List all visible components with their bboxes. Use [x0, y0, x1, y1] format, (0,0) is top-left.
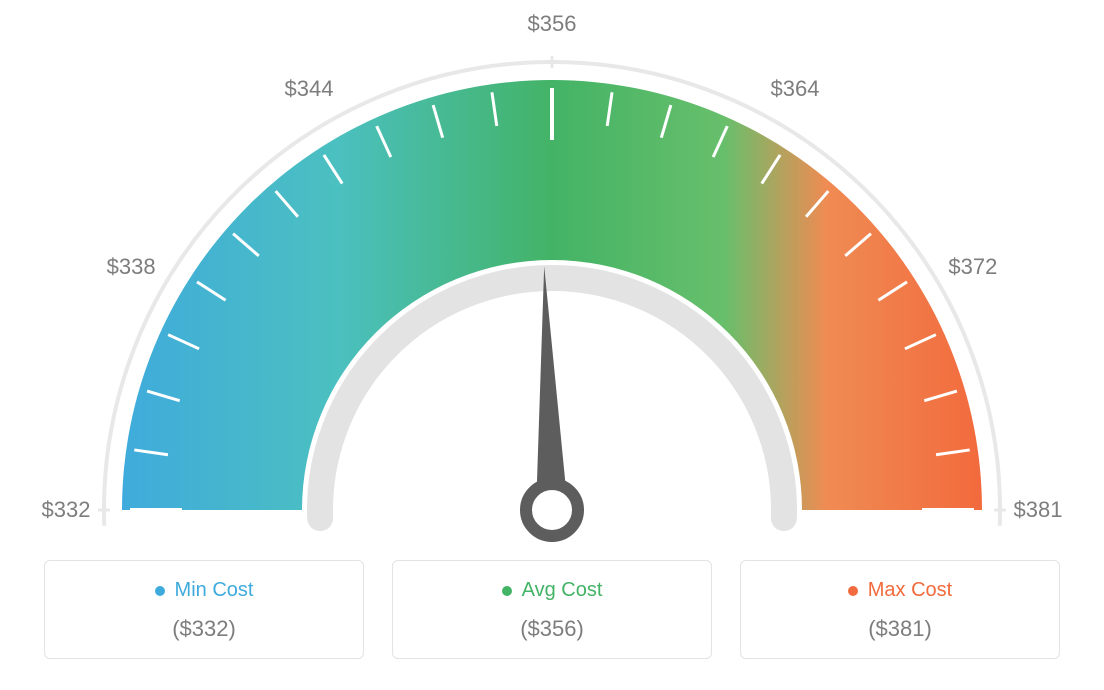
- legend-title-text: Min Cost: [175, 579, 254, 602]
- legend-dot-icon: [155, 586, 165, 596]
- gauge-svg: [22, 0, 1082, 560]
- tick-label: $332: [42, 497, 91, 523]
- tick-label: $338: [107, 254, 156, 280]
- tick-label: $364: [771, 76, 820, 102]
- legend-card-min: Min Cost ($332): [44, 560, 364, 659]
- legend-card-avg: Avg Cost ($356): [392, 560, 712, 659]
- gauge-chart: $332 $338 $344 $356 $364 $372 $381: [0, 0, 1104, 560]
- legend-title: Min Cost: [155, 579, 254, 602]
- legend-title: Max Cost: [848, 579, 952, 602]
- tick-label: $372: [948, 254, 997, 280]
- gauge-needle: [536, 266, 568, 510]
- legend-value: ($381): [751, 616, 1049, 642]
- legend-value: ($356): [403, 616, 701, 642]
- legend-title-text: Avg Cost: [522, 579, 603, 602]
- legend-dot-icon: [502, 586, 512, 596]
- tick-label: $344: [285, 76, 334, 102]
- gauge-hub: [526, 484, 578, 536]
- legend-dot-icon: [848, 586, 858, 596]
- legend-row: Min Cost ($332) Avg Cost ($356) Max Cost ($38…: [0, 560, 1104, 679]
- legend-title-text: Max Cost: [868, 579, 952, 602]
- legend-value: ($332): [55, 616, 353, 642]
- legend-title: Avg Cost: [502, 579, 603, 602]
- legend-card-max: Max Cost ($381): [740, 560, 1060, 659]
- tick-label: $381: [1014, 497, 1063, 523]
- tick-label: $356: [528, 11, 577, 37]
